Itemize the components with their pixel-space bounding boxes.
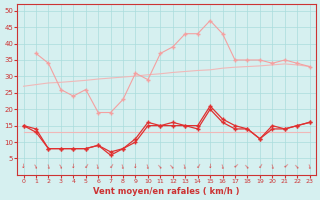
Text: ↓: ↓	[58, 163, 64, 170]
Text: ↓: ↓	[70, 163, 77, 170]
Text: ↓: ↓	[269, 163, 276, 170]
X-axis label: Vent moyen/en rafales ( km/h ): Vent moyen/en rafales ( km/h )	[93, 187, 240, 196]
Text: ↓: ↓	[306, 163, 313, 170]
Text: ↓: ↓	[83, 163, 89, 170]
Text: ↓: ↓	[219, 163, 226, 170]
Text: ↓: ↓	[145, 163, 151, 170]
Text: ↓: ↓	[195, 164, 201, 170]
Text: ↓: ↓	[95, 164, 101, 170]
Text: ↓: ↓	[132, 163, 139, 170]
Text: ↓: ↓	[170, 164, 176, 170]
Text: ↓: ↓	[45, 164, 51, 170]
Text: ↓: ↓	[233, 164, 237, 169]
Text: ↓: ↓	[257, 163, 263, 170]
Text: ↓: ↓	[182, 163, 188, 170]
Text: ↓: ↓	[207, 163, 213, 170]
Text: ↓: ↓	[244, 163, 251, 170]
Text: ↓: ↓	[157, 164, 163, 170]
Text: ↓: ↓	[21, 164, 27, 170]
Text: ↓: ↓	[120, 163, 126, 170]
Text: ↓: ↓	[108, 164, 114, 170]
Text: ↓: ↓	[294, 163, 300, 170]
Text: ↓: ↓	[281, 163, 288, 170]
Text: ↓: ↓	[33, 163, 39, 170]
